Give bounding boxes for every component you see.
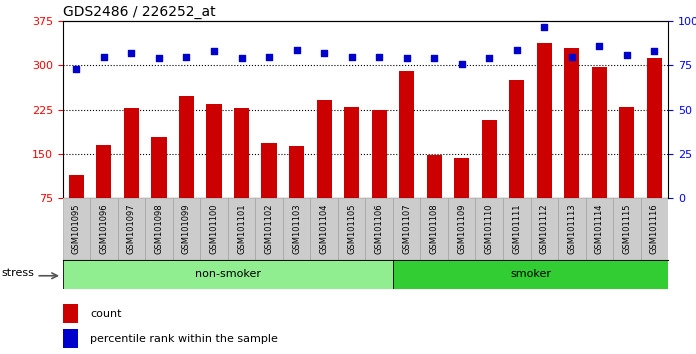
Bar: [448, 198, 475, 260]
Bar: [537, 43, 552, 242]
Bar: [255, 198, 283, 260]
Text: GSM101100: GSM101100: [209, 203, 219, 254]
Bar: [262, 143, 276, 242]
Bar: [592, 67, 607, 242]
Bar: [124, 108, 139, 242]
Point: [153, 56, 164, 61]
Bar: [482, 120, 497, 242]
Text: percentile rank within the sample: percentile rank within the sample: [90, 333, 278, 344]
Bar: [503, 198, 530, 260]
Point: [209, 48, 220, 54]
Bar: [393, 260, 668, 289]
Text: stress: stress: [1, 268, 34, 278]
Bar: [344, 107, 359, 242]
Bar: [283, 198, 310, 260]
Bar: [647, 58, 662, 242]
Bar: [372, 110, 387, 242]
Bar: [338, 198, 365, 260]
Point: [594, 43, 605, 49]
Bar: [152, 137, 166, 242]
Bar: [613, 198, 640, 260]
Bar: [63, 304, 78, 323]
Text: GSM101106: GSM101106: [374, 203, 383, 254]
Text: GSM101116: GSM101116: [650, 203, 659, 254]
Point: [622, 52, 633, 58]
Text: smoker: smoker: [510, 269, 551, 279]
Bar: [173, 198, 200, 260]
Text: count: count: [90, 309, 121, 319]
Bar: [317, 100, 332, 242]
Point: [236, 56, 247, 61]
Text: GSM101097: GSM101097: [127, 203, 136, 254]
Bar: [179, 96, 194, 242]
Text: GSM101115: GSM101115: [622, 203, 631, 254]
Bar: [118, 198, 145, 260]
Bar: [207, 104, 221, 242]
Point: [264, 54, 275, 59]
Bar: [228, 198, 255, 260]
Bar: [96, 145, 111, 242]
Text: GSM101095: GSM101095: [72, 203, 81, 254]
Text: GSM101112: GSM101112: [540, 203, 549, 254]
Point: [98, 54, 109, 59]
Point: [649, 48, 660, 54]
Text: GSM101102: GSM101102: [264, 203, 274, 254]
Bar: [200, 198, 228, 260]
Bar: [365, 198, 393, 260]
Text: GSM101114: GSM101114: [595, 203, 604, 254]
Text: GSM101105: GSM101105: [347, 203, 356, 254]
Bar: [558, 198, 585, 260]
Text: GSM101109: GSM101109: [457, 203, 466, 254]
Point: [374, 54, 385, 59]
Point: [484, 56, 495, 61]
Point: [429, 56, 440, 61]
Text: GSM101110: GSM101110: [484, 203, 493, 254]
Text: GSM101107: GSM101107: [402, 203, 411, 254]
Bar: [63, 329, 78, 348]
Bar: [475, 198, 503, 260]
Bar: [63, 198, 90, 260]
Text: non-smoker: non-smoker: [195, 269, 261, 279]
Bar: [69, 175, 84, 242]
Bar: [289, 146, 304, 242]
Text: GSM101096: GSM101096: [100, 203, 109, 254]
Text: GSM101103: GSM101103: [292, 203, 301, 254]
Bar: [63, 260, 393, 289]
Bar: [619, 107, 635, 242]
Text: GSM101104: GSM101104: [319, 203, 329, 254]
Text: GSM101099: GSM101099: [182, 203, 191, 254]
Bar: [427, 155, 442, 242]
Bar: [234, 108, 249, 242]
Bar: [90, 198, 118, 260]
Bar: [393, 198, 420, 260]
Bar: [509, 80, 524, 242]
Bar: [399, 72, 414, 242]
Point: [567, 54, 578, 59]
Text: GSM101108: GSM101108: [429, 203, 438, 254]
Point: [456, 61, 467, 67]
Bar: [454, 158, 469, 242]
Point: [319, 50, 330, 56]
Point: [181, 54, 192, 59]
Bar: [640, 198, 668, 260]
Bar: [585, 198, 613, 260]
Bar: [564, 48, 579, 242]
Text: GDS2486 / 226252_at: GDS2486 / 226252_at: [63, 5, 215, 19]
Point: [511, 47, 522, 52]
Bar: [145, 198, 173, 260]
Point: [291, 47, 302, 52]
Bar: [420, 198, 448, 260]
Text: GSM101113: GSM101113: [567, 203, 576, 254]
Point: [346, 54, 357, 59]
Text: GSM101111: GSM101111: [512, 203, 521, 254]
Point: [401, 56, 412, 61]
Point: [71, 66, 82, 72]
Point: [126, 50, 137, 56]
Bar: [530, 198, 558, 260]
Bar: [310, 198, 338, 260]
Text: GSM101101: GSM101101: [237, 203, 246, 254]
Text: GSM101098: GSM101098: [155, 203, 164, 254]
Point: [539, 24, 550, 29]
